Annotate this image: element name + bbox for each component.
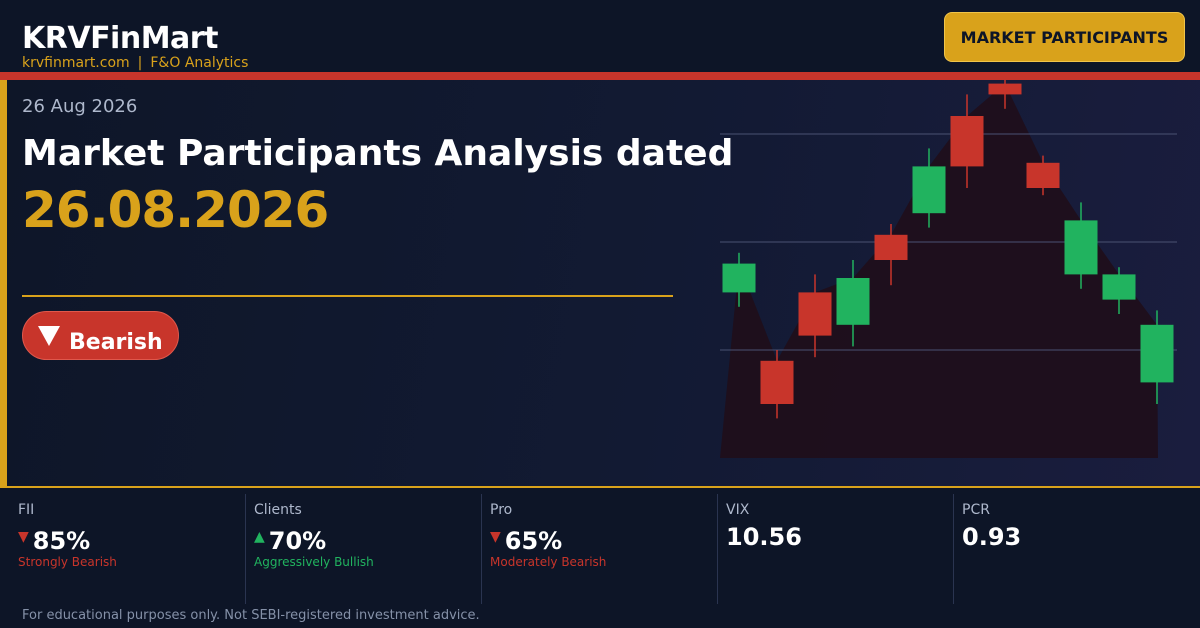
stat-fii: FII ▼ 85% Strongly Bearish xyxy=(18,494,246,604)
stat-clients: Clients ▲ 70% Aggressively Bullish xyxy=(254,494,482,604)
candle-bearish xyxy=(1026,162,1060,188)
stat-value: ▼ 65% xyxy=(490,527,563,555)
down-arrow-icon: ▼ xyxy=(18,529,29,545)
stat-label: PCR xyxy=(962,502,990,518)
stats-bar: FII ▼ 85% Strongly Bearish Clients ▲ 70% A… xyxy=(0,488,1200,628)
stat-label: Pro xyxy=(490,502,513,518)
site-link[interactable]: krvfinmart.com xyxy=(22,55,130,71)
candle-bullish xyxy=(912,166,946,214)
chart-candles xyxy=(722,80,1174,419)
candle-bullish xyxy=(836,278,870,325)
down-triangle-icon xyxy=(38,326,60,346)
brand-name[interactable]: KRVFinMart xyxy=(22,21,218,56)
stat-value: ▲ 70% xyxy=(254,527,327,555)
stat-description: Aggressively Bullish xyxy=(254,555,374,569)
candle-bullish xyxy=(1140,324,1174,383)
hero-date: 26 Aug 2026 xyxy=(22,96,138,117)
header-red-strip xyxy=(0,72,1200,80)
stat-description: Moderately Bearish xyxy=(490,555,607,569)
stat-label: VIX xyxy=(726,502,750,518)
stat-description: Strongly Bearish xyxy=(18,555,117,569)
down-arrow-icon: ▼ xyxy=(490,529,501,545)
candle-bearish xyxy=(874,234,908,260)
stat-label: Clients xyxy=(254,502,302,518)
candle-bearish xyxy=(798,292,832,336)
stat-label: FII xyxy=(18,502,35,518)
stats-divider xyxy=(0,486,1200,488)
chart-grid xyxy=(720,133,1177,351)
up-arrow-icon: ▲ xyxy=(254,529,265,545)
sentiment-badge: Bearish xyxy=(22,311,179,360)
candle-bullish xyxy=(1102,274,1136,300)
stat-value: 0.93 xyxy=(962,523,1022,551)
candle-bullish xyxy=(1064,220,1098,275)
stat-value: 10.56 xyxy=(726,523,802,551)
sentiment-label: Bearish xyxy=(69,330,163,355)
stat-pro: Pro ▼ 65% Moderately Bearish xyxy=(490,494,718,604)
stat-value: ▼ 85% xyxy=(18,527,91,555)
candle-bearish xyxy=(988,83,1022,95)
stat-vix: VIX 10.56 xyxy=(726,494,954,604)
tagline: F&O Analytics xyxy=(150,55,249,71)
page-title: Market Participants Analysis dated xyxy=(22,133,734,174)
disclaimer: For educational purposes only. Not SEBI-… xyxy=(22,608,480,623)
title-divider xyxy=(22,295,673,297)
analysis-date: 26.08.2026 xyxy=(22,181,329,239)
candle-bearish xyxy=(760,360,794,404)
stat-pcr: PCR 0.93 xyxy=(962,494,1190,604)
brand-subline: krvfinmart.com | F&O Analytics xyxy=(22,55,248,72)
header: KRVFinMart krvfinmart.com | F&O Analytics … xyxy=(0,0,1200,72)
separator: | xyxy=(137,55,143,71)
candle-bullish xyxy=(722,263,756,293)
market-participants-button[interactable]: MARKET PARTICIPANTS xyxy=(944,12,1185,62)
accent-bar xyxy=(0,80,7,486)
candle-bearish xyxy=(950,116,984,167)
